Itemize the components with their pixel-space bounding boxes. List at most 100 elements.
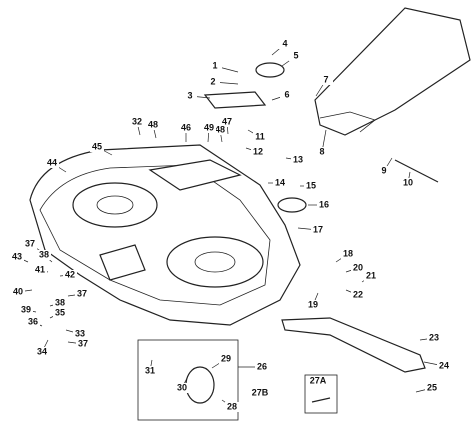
callout-label: 37 (25, 238, 35, 248)
label-bg (377, 166, 391, 176)
spindle-right (194, 251, 236, 273)
callout-label: 13 (293, 154, 303, 164)
callout-label: 27B (252, 387, 269, 397)
label-bg (206, 77, 220, 87)
callout-label: 42 (65, 269, 75, 279)
callout-label: 36 (28, 316, 38, 326)
callout-label: 29 (221, 353, 231, 363)
discharge-chute (314, 7, 471, 136)
label-bg (364, 271, 378, 281)
label-bg (76, 339, 90, 349)
label-bg (19, 305, 33, 315)
label-bg (341, 249, 355, 259)
callout-label: 48 (215, 124, 225, 134)
callout-label: 8 (319, 146, 324, 156)
label-bg (53, 308, 67, 318)
label-bg (351, 263, 365, 273)
label-bg (33, 265, 47, 275)
callout-label: 32 (132, 116, 142, 126)
label-bg (315, 147, 329, 157)
drawing (29, 7, 471, 421)
callout-label: 49 (204, 122, 214, 132)
bolt-box (304, 374, 338, 414)
label-bg (73, 329, 87, 339)
label-bg (37, 250, 51, 260)
label-bg (253, 132, 267, 142)
label-bg (35, 347, 49, 357)
label-bg (311, 376, 325, 386)
label-bg (143, 366, 157, 376)
callout-label: 10 (403, 177, 413, 187)
label-bg (63, 270, 77, 280)
label-bg (317, 200, 331, 210)
callout-label: 44 (47, 157, 57, 167)
label-bg (219, 354, 233, 364)
idler-arm (203, 91, 267, 109)
callout-label: 14 (275, 177, 285, 187)
label-bg (90, 142, 104, 152)
callout-label: 38 (39, 249, 49, 259)
callout-label: 19 (308, 299, 318, 309)
label-bg (280, 90, 294, 100)
label-bg (319, 75, 333, 85)
callout-label: 41 (35, 264, 45, 274)
callout-label: 37 (77, 288, 87, 298)
callout-label: 22 (353, 289, 363, 299)
callout-label: 33 (75, 328, 85, 338)
callout-label: 2 (210, 76, 215, 86)
rod (394, 159, 439, 183)
label-bg (278, 39, 292, 49)
deck-bracket (99, 244, 146, 281)
label-bg (437, 361, 451, 371)
callout-label: 43 (12, 251, 22, 261)
blade-housing-left (72, 182, 158, 228)
callout-label: 30 (177, 382, 187, 392)
chute-detail (319, 111, 376, 133)
callout-label: 34 (37, 346, 47, 356)
label-bg (401, 178, 415, 188)
callout-label: 16 (319, 199, 329, 209)
label-bg (251, 147, 265, 157)
spindle-left (96, 195, 134, 215)
callout-label: 37 (78, 338, 88, 348)
bolt (311, 397, 331, 403)
label-bg (175, 383, 189, 393)
label-bg (45, 158, 59, 168)
callout-label: 3 (187, 90, 192, 100)
label-bg (183, 91, 197, 101)
callout-label: 45 (92, 141, 102, 151)
label-bg (304, 181, 318, 191)
label-bg (311, 225, 325, 235)
label-bg (253, 388, 267, 398)
callout-label: 7 (323, 74, 328, 84)
label-bg (220, 117, 234, 127)
callout-label: 21 (366, 270, 376, 280)
callout-label: 20 (353, 262, 363, 272)
label-bg (26, 317, 40, 327)
label-bg (289, 51, 303, 61)
callout-label: 24 (439, 360, 449, 370)
callout-label: 39 (21, 304, 31, 314)
callout-label: 27A (310, 375, 327, 385)
label-bg (213, 125, 227, 135)
callout-label: 9 (381, 165, 386, 175)
label-bg (23, 239, 37, 249)
callout-label: 40 (13, 286, 23, 296)
blade-housing-right (166, 236, 264, 288)
label-bg (425, 383, 439, 393)
callout-label: 18 (343, 248, 353, 258)
gauge-wheel-box (137, 339, 239, 421)
callout-label: 35 (55, 307, 65, 317)
callout-label: 28 (227, 401, 237, 411)
belt-shield (148, 159, 242, 191)
label-bg (427, 333, 441, 343)
label-bg (273, 178, 287, 188)
label-bg (291, 155, 305, 165)
callout-label: 47 (222, 116, 232, 126)
pulley (255, 62, 285, 78)
callout-label: 23 (429, 332, 439, 342)
callout-label: 25 (427, 382, 437, 392)
callout-label: 4 (282, 38, 287, 48)
label-bg (255, 362, 269, 372)
